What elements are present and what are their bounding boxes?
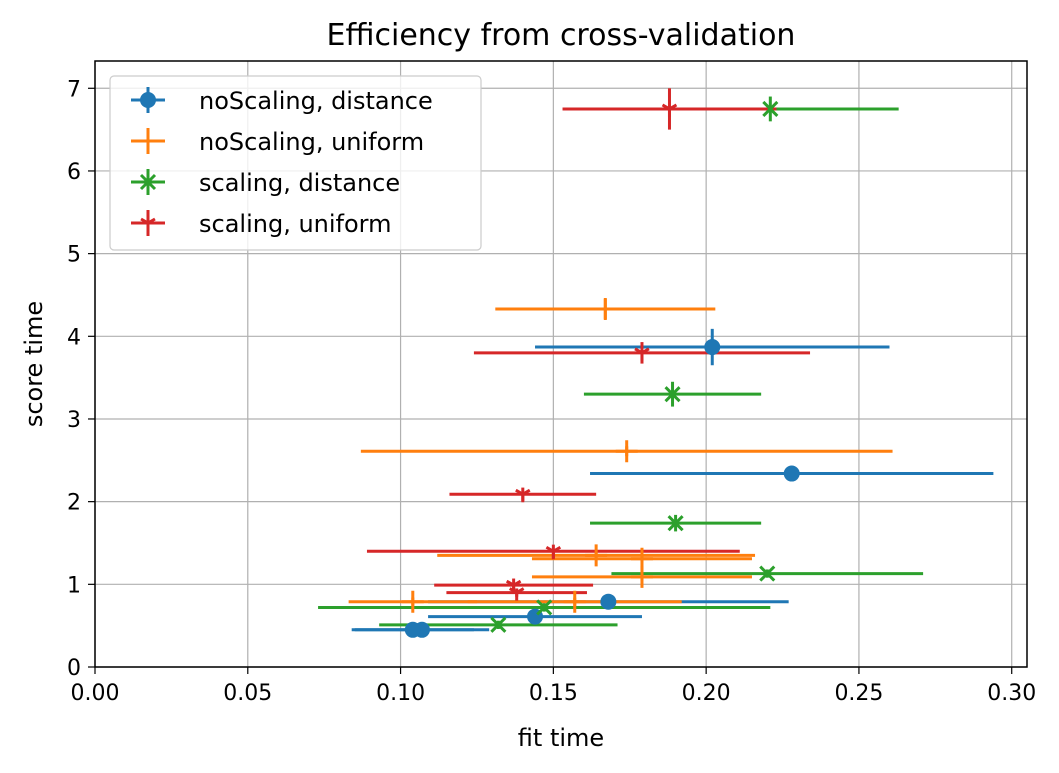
tri-down-marker bbox=[545, 545, 562, 560]
x-tick-label: 0.25 bbox=[834, 681, 883, 706]
circle-marker bbox=[600, 593, 617, 610]
tri-down-marker bbox=[140, 217, 156, 231]
x-marker bbox=[536, 599, 553, 616]
legend-entry-label: noScaling, uniform bbox=[199, 128, 424, 156]
legend: noScaling, distance noScaling, uniform sca… bbox=[109, 75, 482, 251]
legend-entry-label: noScaling, distance bbox=[199, 87, 433, 115]
tri-down-marker bbox=[661, 103, 678, 117]
y-axis-label: score time bbox=[20, 301, 48, 427]
legend-entry-label: scaling, distance bbox=[199, 169, 400, 197]
x-marker bbox=[762, 100, 779, 118]
x-marker bbox=[667, 515, 684, 532]
x-tick-label: 0.00 bbox=[71, 681, 120, 706]
plus-marker bbox=[630, 565, 653, 588]
tri-down-marker bbox=[508, 587, 525, 601]
x-tick-label: 0.10 bbox=[376, 681, 425, 706]
x-marker bbox=[759, 565, 776, 582]
y-tick-label: 0 bbox=[67, 656, 81, 681]
x-marker bbox=[490, 616, 507, 633]
circle-marker bbox=[704, 339, 721, 356]
plus-marker bbox=[594, 298, 617, 321]
circle-marker bbox=[783, 465, 800, 482]
y-tick-label: 6 bbox=[67, 160, 81, 185]
circle-marker bbox=[404, 621, 421, 638]
x-tick-label: 0.05 bbox=[223, 681, 272, 706]
x-marker bbox=[664, 386, 681, 403]
tri-down-marker bbox=[634, 347, 650, 361]
x-tick-label: 0.30 bbox=[987, 681, 1036, 706]
data-markers bbox=[401, 100, 800, 638]
plus-marker bbox=[401, 590, 424, 613]
plus-marker bbox=[615, 440, 638, 463]
chart-title: Efficiency from cross-validation bbox=[327, 18, 796, 53]
y-axis: 0 1 2 3 4 5 6 7 bbox=[67, 77, 95, 681]
y-tick-label: 5 bbox=[67, 243, 81, 268]
tri-down-marker bbox=[515, 488, 531, 503]
y-tick-label: 4 bbox=[67, 325, 81, 350]
x-tick-label: 0.15 bbox=[529, 681, 578, 706]
y-tick-label: 3 bbox=[67, 408, 81, 433]
plus-marker bbox=[585, 544, 608, 567]
x-axis-label: fit time bbox=[518, 724, 604, 752]
plus-marker bbox=[563, 590, 586, 613]
x-tick-label: 0.20 bbox=[682, 681, 731, 706]
x-axis: 0.00 0.05 0.10 0.15 0.20 0.25 0.30 bbox=[71, 667, 1036, 706]
y-tick-label: 1 bbox=[67, 573, 81, 598]
legend-box bbox=[109, 75, 482, 251]
y-tick-label: 7 bbox=[67, 77, 81, 102]
plot-frame bbox=[94, 60, 1028, 668]
circle-marker bbox=[140, 92, 156, 108]
plus-marker bbox=[137, 130, 159, 152]
y-tick-label: 2 bbox=[67, 491, 81, 516]
legend-entry-label: scaling, uniform bbox=[199, 210, 392, 238]
x-marker bbox=[139, 173, 157, 191]
